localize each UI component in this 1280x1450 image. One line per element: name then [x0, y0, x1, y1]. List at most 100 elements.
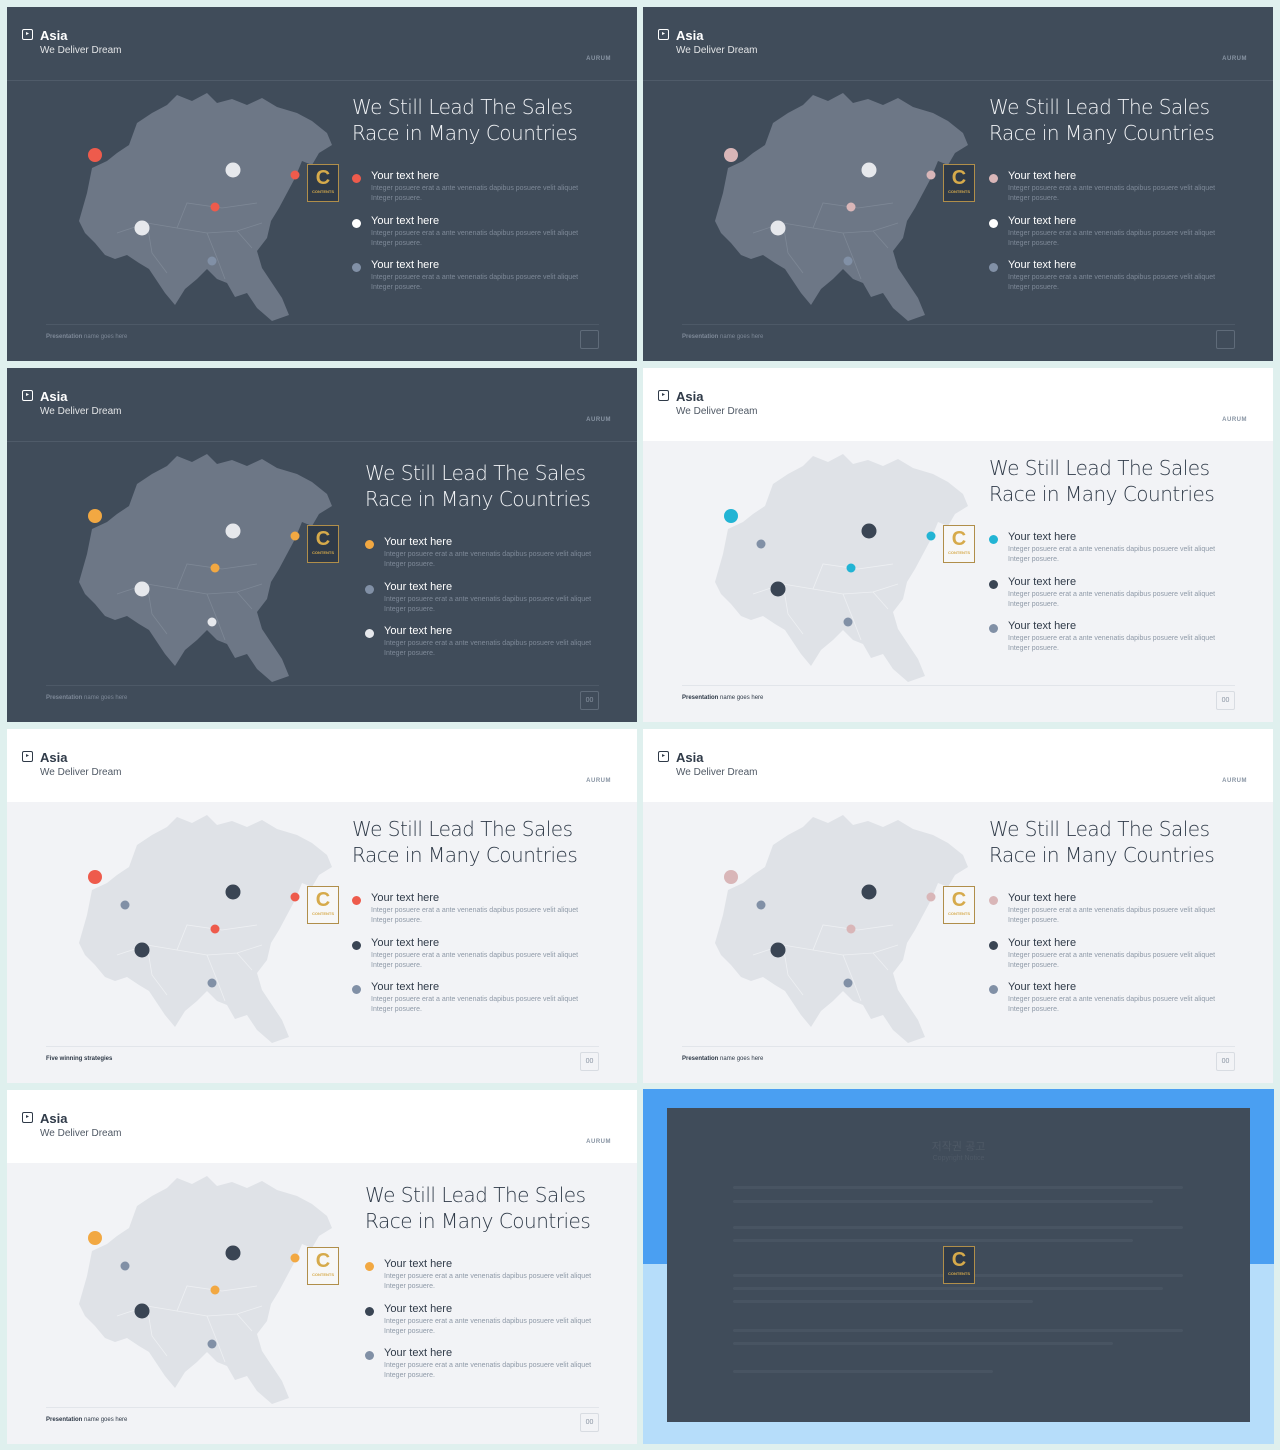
- map-marker: [210, 1285, 220, 1295]
- map-marker: [134, 1303, 150, 1319]
- notice-text-line: [733, 1287, 1163, 1290]
- map-marker: [770, 942, 786, 958]
- slide-6[interactable]: ▸ Asia We Deliver Dream AURUM C CONTENTS …: [643, 729, 1273, 1083]
- brand-label: AURUM: [1222, 417, 1247, 423]
- map-marker: [770, 581, 786, 597]
- map-marker: [207, 978, 217, 988]
- asia-map: [79, 454, 332, 682]
- asia-landmass: [79, 93, 332, 321]
- slide-heading: We Still Lead The Sales Race in Many Coun…: [989, 817, 1215, 867]
- map-marker: [290, 531, 300, 541]
- play-icon[interactable]: ▸: [22, 390, 33, 401]
- bullet-marker: [352, 219, 361, 228]
- slide-5[interactable]: ▸ Asia We Deliver Dream AURUM C CONTENTS …: [7, 729, 637, 1083]
- slide-subtitle: We Deliver Dream: [40, 1128, 122, 1139]
- notice-panel: 저작권 공고 Copyright Notice C CONTENTS: [667, 1108, 1250, 1422]
- slide-title: Asia: [676, 28, 704, 43]
- map-marker: [210, 202, 220, 212]
- asia-map: [79, 1176, 332, 1404]
- map-marker: [120, 900, 130, 910]
- map-marker: [843, 617, 853, 627]
- slide-footer: Presentation name goes here 00: [682, 1046, 1235, 1071]
- slide-4[interactable]: ▸ Asia We Deliver Dream AURUM C CONTENTS …: [643, 368, 1273, 722]
- play-icon[interactable]: ▸: [658, 29, 669, 40]
- country-border: [176, 202, 258, 229]
- slide-title: Asia: [40, 750, 68, 765]
- notice-text-line: [733, 1300, 1033, 1303]
- slide-7[interactable]: ▸ Asia We Deliver Dream AURUM C CONTENTS …: [7, 1090, 637, 1444]
- asia-landmass: [715, 93, 968, 321]
- slide-subtitle: We Deliver Dream: [40, 767, 122, 778]
- country-border: [236, 591, 253, 610]
- asia-landmass: [715, 454, 968, 682]
- map-marker: [88, 1231, 102, 1245]
- bullet-marker: [352, 263, 361, 272]
- slide-3[interactable]: ▸ Asia We Deliver Dream AURUM C CONTENTS …: [7, 368, 637, 722]
- asia-landmass: [715, 815, 968, 1043]
- map-marker: [290, 170, 300, 180]
- play-icon[interactable]: ▸: [22, 1112, 33, 1123]
- country-border: [146, 222, 168, 274]
- bullet-marker: [352, 941, 361, 950]
- country-border: [206, 1315, 226, 1363]
- map-marker: [210, 924, 220, 934]
- map-marker: [846, 924, 856, 934]
- slide-header: ▸ Asia We Deliver Dream AURUM: [7, 368, 637, 442]
- page-number: 00: [1216, 1052, 1235, 1071]
- slide-title: Asia: [40, 389, 68, 404]
- country-border: [236, 1313, 253, 1332]
- country-border: [146, 1305, 168, 1357]
- play-icon[interactable]: ▸: [22, 751, 33, 762]
- page-number: [1216, 330, 1235, 349]
- country-border: [812, 202, 894, 229]
- country-border: [812, 924, 894, 951]
- bullet-marker: [989, 624, 998, 633]
- contents-logo: C CONTENTS: [943, 1246, 975, 1284]
- country-border: [206, 232, 226, 280]
- brand-label: AURUM: [586, 778, 611, 784]
- bullet-marker: [352, 174, 361, 183]
- notice-text-line: [733, 1226, 1183, 1229]
- map-marker: [926, 892, 936, 902]
- map-marker: [724, 148, 738, 162]
- slide-header: ▸ Asia We Deliver Dream AURUM: [7, 7, 637, 81]
- map-marker: [770, 220, 786, 236]
- country-border: [782, 222, 804, 274]
- country-border: [146, 583, 168, 635]
- slide-2[interactable]: ▸ Asia We Deliver Dream AURUM C CONTENTS …: [643, 7, 1273, 361]
- bullet-marker: [989, 580, 998, 589]
- country-border: [842, 954, 862, 1002]
- slide-footer: Presentation name goes here: [46, 324, 599, 349]
- contents-logo: C CONTENTS: [943, 525, 975, 563]
- play-icon[interactable]: ▸: [22, 29, 33, 40]
- country-border: [842, 232, 862, 280]
- map-marker: [861, 884, 877, 900]
- map-marker: [210, 563, 220, 573]
- play-icon[interactable]: ▸: [658, 751, 669, 762]
- country-border: [872, 230, 889, 249]
- bullet-marker: [352, 985, 361, 994]
- map-marker: [207, 256, 217, 266]
- slide-1[interactable]: ▸ Asia We Deliver Dream AURUM C CONTENTS …: [7, 7, 637, 361]
- slide-footer: Presentation name goes here 00: [46, 1407, 599, 1432]
- map-marker: [861, 162, 877, 178]
- country-border: [206, 954, 226, 1002]
- country-border: [146, 944, 168, 996]
- asia-landmass: [79, 815, 332, 1043]
- slide-footer: Five winning strategies 00: [46, 1046, 599, 1071]
- map-marker: [207, 617, 217, 627]
- slide-header: ▸ Asia We Deliver Dream AURUM: [643, 729, 1273, 802]
- contents-logo: C CONTENTS: [307, 886, 339, 924]
- slide-heading: We Still Lead The Sales Race in Many Coun…: [989, 95, 1215, 145]
- slide-footer: Presentation name goes here 00: [46, 685, 599, 710]
- map-marker: [207, 1339, 217, 1349]
- bullet-marker: [365, 629, 374, 638]
- map-marker: [88, 148, 102, 162]
- copyright-notice-slide[interactable]: 저작권 공고 Copyright Notice C CONTENTS: [643, 1089, 1274, 1444]
- play-icon[interactable]: ▸: [658, 390, 669, 401]
- asia-map: [715, 93, 968, 321]
- notice-text-line: [733, 1342, 1113, 1345]
- map-marker: [225, 884, 241, 900]
- notice-text-line: [733, 1370, 993, 1373]
- slide-subtitle: We Deliver Dream: [676, 45, 758, 56]
